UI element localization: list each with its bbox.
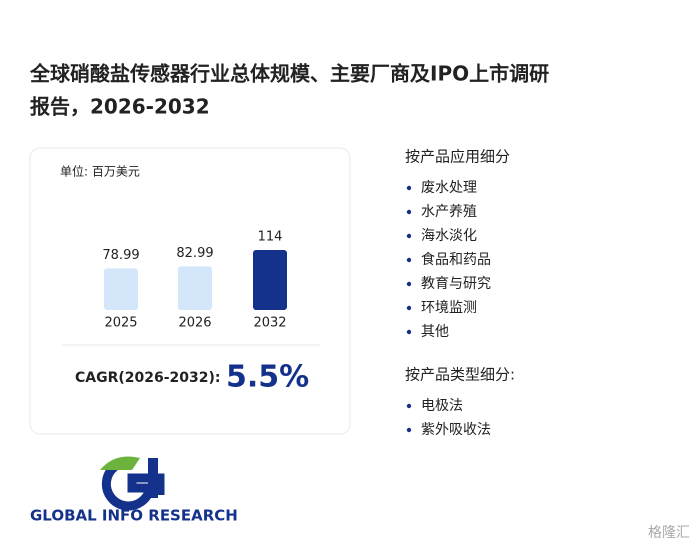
bullet: [406, 329, 412, 335]
value-label: 114: [258, 230, 283, 245]
list-item: 食品和药品: [421, 251, 491, 268]
title-line: 报告，2026-2032: [30, 95, 210, 119]
bullet: [406, 209, 412, 215]
bar: [178, 266, 212, 310]
list-item: 紫外吸收法: [421, 422, 491, 438]
list-item: 电极法: [421, 398, 463, 414]
list-item: 废水处理: [421, 180, 477, 196]
unit-label: 单位: 百万美元: [60, 164, 140, 179]
bullet: [406, 427, 412, 433]
list-item: 海水淡化: [421, 228, 477, 244]
x-tick-label: 2025: [104, 316, 137, 331]
watermark: 格隆汇: [648, 525, 690, 541]
cagr-label: CAGR(2026-2032):: [75, 370, 221, 386]
section-heading: 按产品应用细分: [405, 148, 510, 166]
list-item: 其他: [421, 324, 449, 340]
bullet: [406, 305, 412, 311]
bullet: [406, 281, 412, 287]
bullet: [406, 403, 412, 409]
x-tick-label: 2032: [253, 316, 286, 331]
logo-text: GLOBAL INFO RESEARCH: [30, 507, 238, 525]
title-line: 全球硝酸盐传感器行业总体规模、主要厂商及IPO上市调研: [29, 62, 549, 86]
value-label: 78.99: [102, 248, 139, 263]
list-item: 环境监测: [421, 300, 477, 316]
list-item: 教育与研究: [421, 276, 491, 292]
bullet: [406, 233, 412, 239]
section-heading: 按产品类型细分:: [405, 366, 515, 384]
bullet: [406, 257, 412, 263]
value-label: 82.99: [176, 246, 213, 261]
x-tick-label: 2026: [178, 316, 211, 331]
bar: [104, 268, 138, 310]
list-item: 水产养殖: [421, 203, 477, 220]
cagr-value: 5.5%: [226, 360, 309, 395]
bullet: [406, 185, 412, 191]
bar: [253, 250, 287, 310]
logo-mark: [100, 456, 165, 511]
